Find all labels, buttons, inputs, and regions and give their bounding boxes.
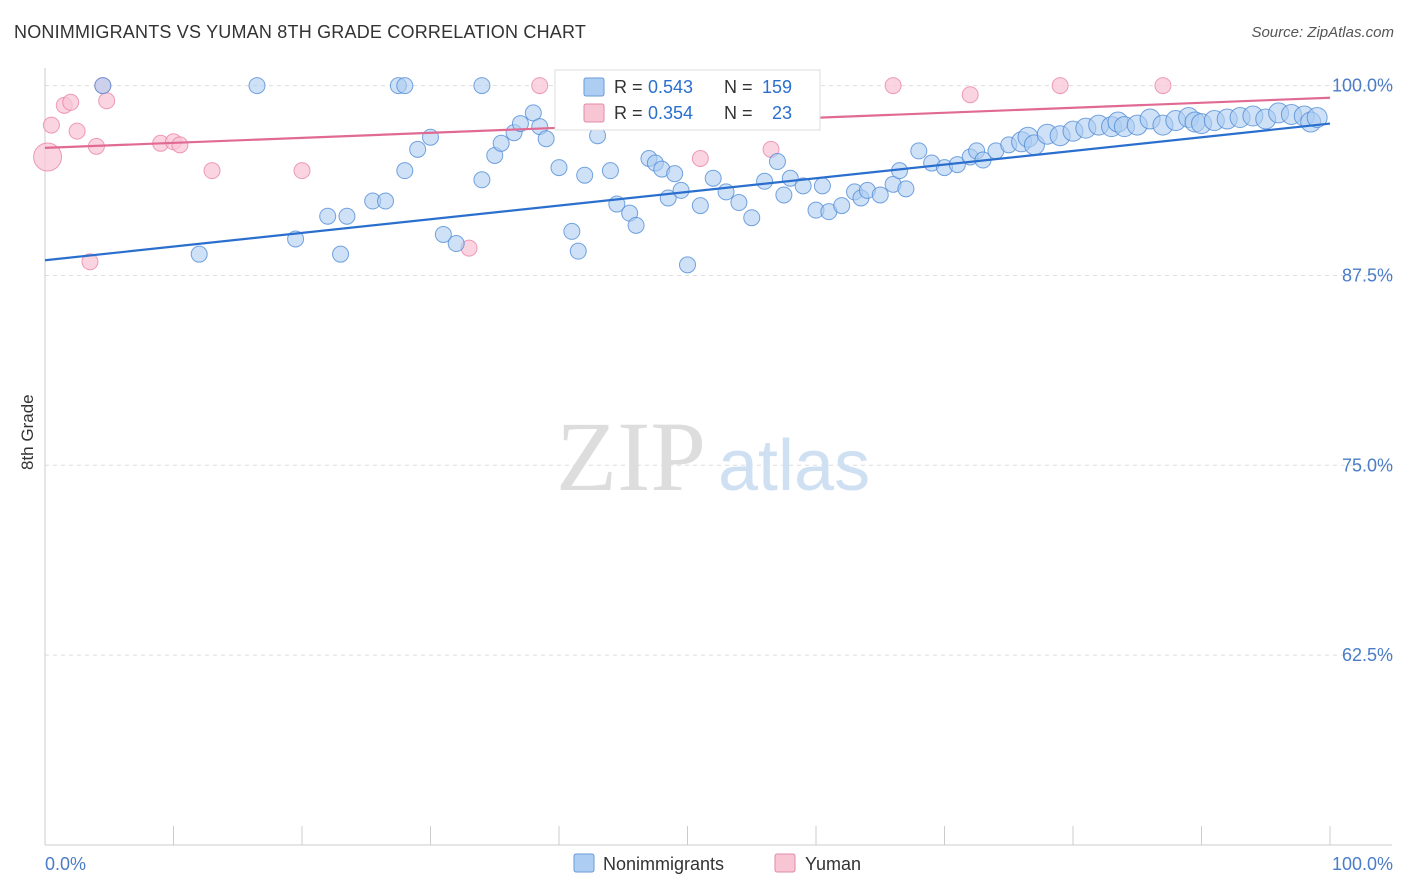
- axes: [44, 68, 1392, 846]
- yuman-point: [293, 162, 311, 180]
- nonimmigrant-point: [704, 169, 722, 187]
- nonimmigrant-point: [813, 177, 831, 195]
- nonimmigrant-point: [190, 245, 208, 263]
- nonimmigrant-point: [768, 153, 786, 171]
- x-tick-label-0: 0.0%: [45, 854, 86, 874]
- nonimmigrant-point: [691, 197, 709, 215]
- bottom-legend-swatch-yuman: [774, 853, 796, 873]
- yuman-point: [1154, 77, 1172, 95]
- nonimmigrant-point: [756, 172, 774, 190]
- nonimmigrant-point: [473, 77, 491, 95]
- legend-r-value-2: 0.354: [648, 103, 693, 123]
- nonimmigrant-point: [563, 222, 581, 240]
- stats-legend: R = 0.543 N = 159 R = 0.354 N = 23: [554, 69, 821, 131]
- nonimmigrant-point: [396, 77, 414, 95]
- y-tick-label-1: 75.0%: [1342, 455, 1393, 475]
- nonimmigrant-point: [94, 77, 112, 95]
- legend-r-label-1: R =: [614, 77, 643, 97]
- nonimmigrant-point: [666, 165, 684, 183]
- legend-r-value-1: 0.543: [648, 77, 693, 97]
- yuman-point: [884, 77, 902, 95]
- bottom-legend-label-yuman: Yuman: [805, 854, 861, 874]
- legend-n-value-2: 23: [772, 103, 792, 123]
- nonimmigrant-point: [492, 134, 510, 152]
- legend-swatch-nonimmigrants: [583, 77, 605, 97]
- nonimmigrant-point: [910, 142, 928, 160]
- nonimmigrant-point: [473, 171, 491, 189]
- yuman-point: [691, 149, 709, 167]
- nonimmigrant-point: [627, 216, 645, 234]
- y-tick-label-3: 100.0%: [1332, 76, 1393, 96]
- bottom-legend-swatch-nonimmigrants: [573, 853, 595, 873]
- yuman-point: [1051, 77, 1069, 95]
- nonimmigrant-point: [524, 104, 542, 122]
- yuman-point: [68, 122, 86, 140]
- legend-n-label-1: N =: [724, 77, 753, 97]
- y-axis-label: 8th Grade: [18, 394, 37, 470]
- nonimmigrant-trendline: [44, 122, 1331, 262]
- yuman-point: [531, 77, 549, 95]
- nonimmigrant-point: [871, 186, 889, 204]
- x-tick-label-1: 100.0%: [1332, 854, 1393, 874]
- nonimmigrant-point: [511, 115, 529, 133]
- series-legend: Nonimmigrants Yuman: [573, 853, 861, 874]
- legend-n-label-2: N =: [724, 103, 753, 123]
- nonimmigrant-point: [897, 180, 915, 198]
- tick-labels: 62.5% 75.0% 87.5% 100.0% 0.0% 100.0%: [45, 76, 1393, 874]
- legend-n-value-1: 159: [762, 77, 792, 97]
- nonimmigrant-point: [550, 159, 568, 177]
- nonimmigrant-point: [679, 256, 696, 274]
- nonimmigrant-point: [833, 197, 851, 215]
- nonimmigrant-point: [794, 177, 812, 195]
- watermark-atlas: atlas: [718, 426, 870, 506]
- nonimmigrant-point: [319, 207, 337, 225]
- nonimmigrant-point: [332, 245, 350, 263]
- legend-r-label-2: R =: [614, 103, 643, 123]
- watermark-zip: ZIP: [556, 401, 706, 512]
- nonimmigrant-point: [396, 162, 414, 180]
- nonimmigrant-point: [338, 207, 356, 225]
- yuman-point: [961, 86, 979, 104]
- nonimmigrant-point: [775, 186, 793, 204]
- nonimmigrant-point: [672, 181, 690, 199]
- yuman-point: [42, 116, 60, 134]
- yuman-point: [33, 142, 63, 172]
- nonimmigrant-point: [743, 209, 761, 227]
- chart-source: Source: ZipAtlas.com: [1251, 24, 1394, 41]
- nonimmigrant-point: [576, 166, 594, 184]
- nonimmigrant-point: [1306, 106, 1328, 128]
- nonimmigrant-point: [377, 192, 395, 210]
- yuman-point: [81, 253, 99, 271]
- nonimmigrant-point: [537, 130, 555, 148]
- gridlines: [45, 85, 1392, 656]
- legend-swatch-yuman: [583, 103, 605, 123]
- yuman-point: [171, 136, 189, 154]
- nonimmigrant-point: [601, 162, 619, 180]
- yuman-point: [98, 92, 116, 110]
- chart-title: NONIMMIGRANTS VS YUMAN 8TH GRADE CORRELA…: [14, 22, 587, 42]
- nonimmigrant-point: [447, 235, 465, 253]
- nonimmigrant-point: [730, 194, 748, 212]
- bottom-legend-label-nonimmigrants: Nonimmigrants: [603, 854, 724, 874]
- y-tick-label-2: 87.5%: [1342, 265, 1393, 285]
- nonimmigrant-point: [248, 77, 266, 95]
- y-tick-label-0: 62.5%: [1342, 645, 1393, 665]
- nonimmigrant-point: [409, 140, 427, 158]
- yuman-point: [203, 162, 221, 180]
- nonimmigrant-point: [434, 225, 452, 243]
- yuman-point: [62, 93, 80, 111]
- watermark: ZIP atlas: [556, 401, 870, 512]
- nonimmigrant-point: [569, 242, 587, 260]
